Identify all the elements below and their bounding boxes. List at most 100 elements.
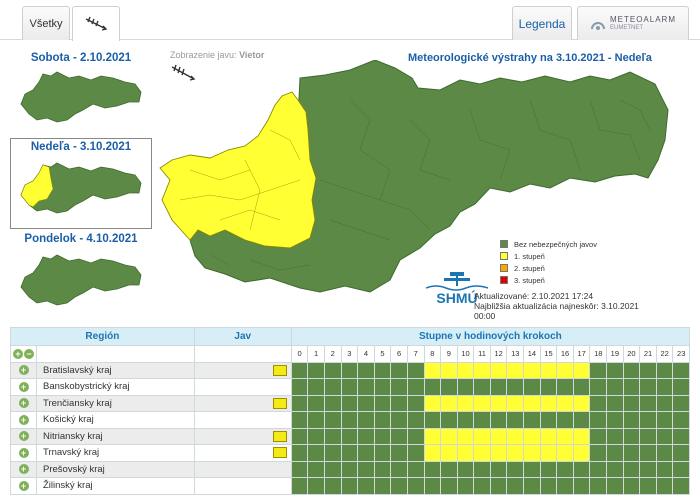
hour-level-cell	[473, 394, 491, 412]
hour-level-cell	[323, 378, 342, 396]
wind-warning-icon[interactable]	[272, 430, 287, 442]
collapse-all-icon[interactable]: −	[24, 348, 34, 359]
expand-row-icon[interactable]: +	[18, 398, 29, 409]
phenomenon-cell	[193, 444, 292, 462]
day-saturday-label: Sobota - 2.10.2021	[30, 52, 132, 64]
hour-level-cell	[423, 427, 442, 445]
legend-item-none: Bez nebezpečných javov	[500, 238, 597, 250]
hour-level-cell	[489, 477, 508, 495]
hour-level-cell	[672, 460, 690, 478]
expand-row-icon[interactable]: +	[18, 447, 29, 458]
mini-map-monday	[20, 254, 142, 306]
tab-all[interactable]: Všetky	[22, 6, 70, 40]
hour-level-cell	[473, 460, 491, 478]
hour-level-cell	[290, 361, 309, 379]
hour-header: 23	[672, 345, 690, 363]
expand-cell: +	[10, 411, 37, 429]
hour-level-cell	[406, 411, 425, 429]
phenomenon-cell	[193, 477, 292, 495]
hour-level-cell	[373, 460, 392, 478]
hour-level-cell	[456, 394, 475, 412]
legend-swatch	[500, 240, 508, 248]
day-sunday-label: Nedeľa - 3.10.2021	[30, 141, 132, 153]
region-name: Banskobystrický kraj	[36, 378, 195, 396]
day-monday[interactable]: Pondelok - 4.10.2021	[10, 233, 152, 309]
hour-level-cell	[406, 444, 425, 462]
hour-level-cell	[539, 460, 558, 478]
expand-row-icon[interactable]: +	[18, 365, 29, 376]
hour-level-cell	[440, 444, 458, 462]
expand-row-icon[interactable]: +	[18, 381, 29, 392]
region-name: Žilinský kraj	[36, 477, 195, 495]
wind-warning-icon[interactable]	[272, 447, 287, 459]
hour-level-cell	[307, 460, 325, 478]
wind-warning-icon[interactable]	[272, 364, 287, 376]
hour-level-cell	[340, 394, 359, 412]
hour-level-cell	[357, 444, 375, 462]
table-row: + Banskobystrický kraj	[10, 378, 690, 396]
hour-level-cell	[473, 477, 491, 495]
phenomenon-cell	[193, 361, 292, 379]
expand-row-icon[interactable]: +	[18, 480, 29, 491]
map-yellow-region[interactable]	[159, 91, 317, 249]
hour-level-cell	[572, 460, 591, 478]
legend-label: 1. stupeň	[514, 251, 545, 261]
region-name: Bratislavský kraj	[36, 361, 195, 379]
hour-level-cell	[622, 411, 641, 429]
table-row: + Nitriansky kraj	[10, 427, 690, 445]
hour-level-cell	[523, 444, 541, 462]
hour-level-cell	[506, 477, 525, 495]
tab-legend[interactable]: Legenda	[512, 6, 572, 40]
hour-level-cell	[556, 444, 574, 462]
hour-level-cell	[406, 460, 425, 478]
hour-level-cell	[357, 378, 375, 396]
expand-row-icon[interactable]: +	[18, 414, 29, 425]
tab-wind[interactable]	[72, 6, 120, 41]
hour-level-cell	[539, 477, 558, 495]
day-saturday[interactable]: Sobota - 2.10.2021	[10, 52, 152, 126]
hour-level-cell	[340, 460, 359, 478]
expand-row-icon[interactable]: +	[18, 464, 29, 475]
hour-level-cell	[406, 427, 425, 445]
hour-header: 2	[323, 345, 342, 363]
meteoalarm-link[interactable]: METEOALARM EUMETNET	[577, 6, 689, 40]
day-sunday[interactable]: Nedeľa - 3.10.2021	[10, 138, 152, 229]
hour-level-cell	[572, 444, 591, 462]
hour-header: 1	[307, 345, 325, 363]
hour-level-cell	[440, 427, 458, 445]
hour-level-cell	[290, 378, 309, 396]
expand-collapse-all: + −	[10, 345, 37, 363]
hour-level-cell	[622, 378, 641, 396]
table-row: + Trenčiansky kraj	[10, 394, 690, 412]
hour-header: 4	[357, 345, 375, 363]
expand-cell: +	[10, 378, 37, 396]
updated-time: Aktualizované: 2.10.2021 17:24	[474, 291, 594, 301]
hour-level-cell	[473, 361, 491, 379]
hour-level-cell	[323, 444, 342, 462]
hour-level-cell	[639, 378, 657, 396]
hour-level-cell	[456, 411, 475, 429]
hour-header: 19	[606, 345, 624, 363]
expand-row-icon[interactable]: +	[18, 431, 29, 442]
hour-header: 0	[290, 345, 309, 363]
hour-level-cell	[506, 361, 525, 379]
hour-level-cell	[423, 460, 442, 478]
hour-level-cell	[655, 460, 674, 478]
hour-level-cell	[307, 427, 325, 445]
hour-level-cell	[340, 411, 359, 429]
wind-phenomenon-icon	[171, 64, 196, 81]
hour-header: 5	[373, 345, 392, 363]
wind-warning-icon[interactable]	[272, 397, 287, 409]
expand-cell: +	[10, 460, 37, 478]
hour-level-cell	[672, 394, 690, 412]
hour-level-cell	[406, 477, 425, 495]
hour-header: 14	[523, 345, 541, 363]
expand-all-icon[interactable]: +	[13, 348, 23, 359]
phenomenon-cell	[193, 427, 292, 445]
phenomenon-cell	[193, 411, 292, 429]
hour-level-cell	[622, 460, 641, 478]
region-name: Trenčiansky kraj	[36, 394, 195, 412]
hour-level-cell	[307, 378, 325, 396]
hour-level-cell	[473, 411, 491, 429]
hour-level-cell	[672, 411, 690, 429]
